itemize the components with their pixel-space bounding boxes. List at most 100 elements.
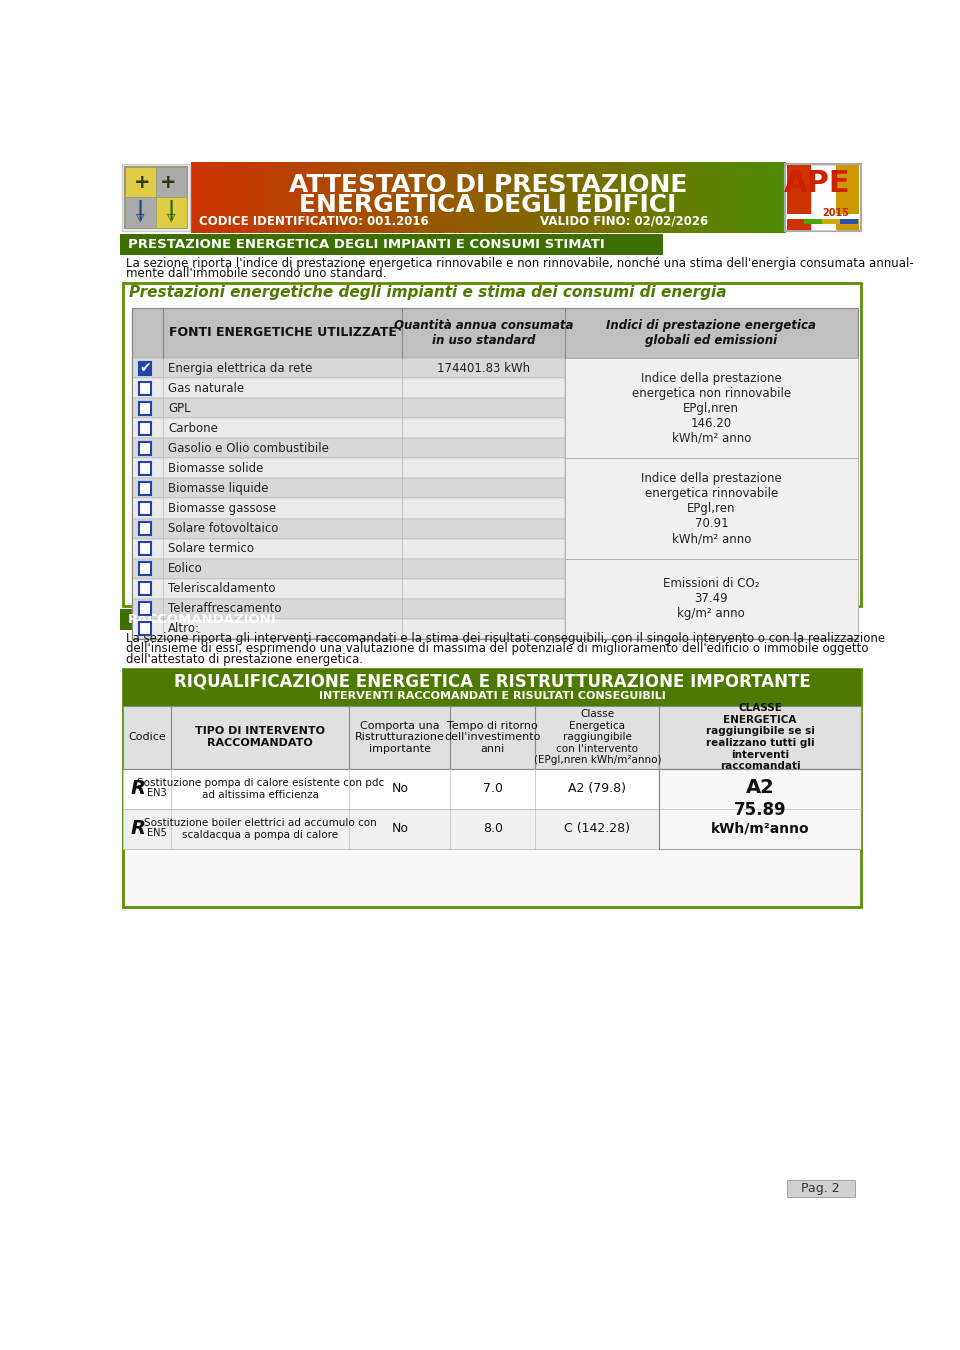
Text: APE: APE [784, 169, 851, 198]
Bar [474, 162, 477, 232]
Bar [558, 162, 560, 232]
Bar [120, 162, 864, 232]
Bar [591, 162, 594, 232]
Bar [653, 162, 655, 232]
Bar [377, 162, 380, 232]
Text: No: No [392, 822, 408, 836]
Bar [441, 162, 444, 232]
Bar [700, 162, 703, 232]
Text: Comporta una
Ristrutturazione
importante: Comporta una Ristrutturazione importante [355, 721, 444, 753]
Bar [138, 423, 151, 435]
Bar [138, 622, 151, 634]
Bar [132, 478, 564, 498]
Bar [713, 162, 716, 232]
Bar [698, 162, 701, 232]
Text: mente dall'immobile secondo uno standard.: mente dall'immobile secondo uno standard… [126, 267, 387, 281]
Bar [252, 162, 255, 232]
Text: Teleriscaldamento: Teleriscaldamento [168, 582, 276, 595]
Bar [138, 543, 151, 555]
Text: GPL: GPL [168, 402, 191, 414]
Bar [502, 162, 505, 232]
Bar [761, 162, 764, 232]
Bar [743, 162, 746, 232]
Bar [840, 219, 858, 224]
Bar [688, 162, 691, 232]
Bar [444, 162, 447, 232]
Bar [200, 162, 202, 232]
Bar [359, 162, 362, 232]
Bar [156, 166, 186, 197]
Bar [364, 162, 366, 232]
Bar [357, 162, 360, 232]
Bar [607, 162, 610, 232]
Bar [138, 443, 151, 455]
Bar [646, 162, 649, 232]
Bar [454, 162, 457, 232]
Bar [419, 162, 421, 232]
Bar [312, 162, 315, 232]
Bar [486, 162, 489, 232]
Bar [589, 162, 591, 232]
Bar [769, 162, 772, 232]
Bar [612, 162, 615, 232]
Bar [191, 162, 194, 232]
Bar [767, 162, 770, 232]
Bar [636, 162, 639, 232]
Bar [123, 284, 861, 606]
Bar [256, 162, 259, 232]
Bar [138, 462, 151, 475]
Bar [536, 162, 539, 232]
Bar [409, 162, 412, 232]
Bar [215, 162, 218, 232]
Bar [538, 162, 540, 232]
Bar [282, 162, 285, 232]
Bar [219, 162, 222, 232]
Bar [417, 162, 420, 232]
Text: EN3: EN3 [147, 787, 167, 798]
Bar [648, 162, 651, 232]
Bar [439, 162, 442, 232]
Bar [633, 162, 636, 232]
Text: Classe
Energetica
raggiungibile
con l'intervento
(EPgl,nren kWh/m²anno): Classe Energetica raggiungibile con l'in… [534, 709, 661, 765]
Bar [327, 162, 330, 232]
Bar [132, 559, 564, 579]
Bar [425, 162, 427, 232]
Bar [123, 706, 861, 768]
Bar [593, 162, 596, 232]
Bar [132, 539, 564, 559]
Text: C (142.28): C (142.28) [564, 822, 631, 836]
Bar [446, 162, 449, 232]
Bar [373, 162, 376, 232]
Bar [132, 518, 564, 539]
Text: Solare termico: Solare termico [168, 543, 254, 555]
Bar [223, 162, 226, 232]
Bar [655, 162, 657, 232]
Bar [221, 162, 224, 232]
Bar [132, 618, 564, 639]
Bar [678, 162, 681, 232]
Bar [786, 219, 804, 224]
Text: VALIDO FINO: 02/02/2026: VALIDO FINO: 02/02/2026 [540, 215, 708, 228]
Bar [565, 162, 568, 232]
Bar [759, 162, 762, 232]
Bar [599, 162, 602, 232]
Bar [504, 162, 507, 232]
Bar [138, 382, 151, 394]
Bar [668, 162, 671, 232]
Bar [478, 162, 481, 232]
Bar [381, 162, 384, 232]
Bar [251, 162, 253, 232]
Bar [467, 162, 469, 232]
Bar [267, 162, 269, 232]
Bar [122, 163, 190, 231]
Text: 2015: 2015 [823, 208, 850, 217]
Bar [664, 162, 667, 232]
Text: 7.0: 7.0 [483, 782, 503, 795]
Bar [534, 162, 537, 232]
Text: La sezione riporta l'indice di prestazione energetica rinnovabile e non rinnovab: La sezione riporta l'indice di prestazio… [126, 256, 914, 270]
Bar [524, 162, 526, 232]
Text: +: + [133, 173, 150, 192]
Text: ▽: ▽ [167, 212, 176, 223]
Bar [491, 162, 492, 232]
Bar [625, 162, 628, 232]
